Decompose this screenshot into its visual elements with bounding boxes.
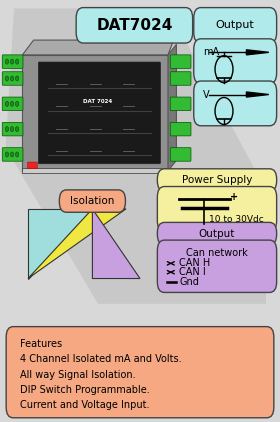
FancyBboxPatch shape — [2, 72, 23, 85]
FancyBboxPatch shape — [2, 55, 23, 68]
FancyBboxPatch shape — [170, 148, 191, 161]
Circle shape — [10, 127, 14, 132]
FancyBboxPatch shape — [22, 168, 168, 173]
Circle shape — [10, 59, 14, 64]
Polygon shape — [246, 92, 269, 97]
Circle shape — [10, 152, 14, 157]
Circle shape — [10, 101, 14, 106]
Circle shape — [15, 127, 19, 132]
FancyBboxPatch shape — [194, 39, 277, 84]
FancyBboxPatch shape — [6, 327, 274, 418]
Text: 10 to 30Vdc: 10 to 30Vdc — [209, 215, 263, 224]
Polygon shape — [22, 55, 168, 171]
FancyBboxPatch shape — [157, 240, 277, 292]
FancyBboxPatch shape — [76, 8, 193, 43]
FancyBboxPatch shape — [194, 8, 277, 43]
FancyBboxPatch shape — [2, 122, 23, 136]
Text: Gnd: Gnd — [179, 277, 199, 287]
FancyBboxPatch shape — [38, 62, 160, 164]
Text: CAN H: CAN H — [179, 258, 211, 268]
Circle shape — [5, 59, 9, 64]
Circle shape — [5, 101, 9, 106]
Polygon shape — [92, 209, 140, 279]
Circle shape — [5, 127, 9, 132]
FancyBboxPatch shape — [2, 148, 23, 161]
Polygon shape — [246, 50, 269, 55]
Text: Power Supply: Power Supply — [182, 175, 252, 185]
Text: CAN I: CAN I — [179, 267, 206, 277]
FancyBboxPatch shape — [194, 81, 277, 126]
Text: DAT 7024: DAT 7024 — [83, 99, 113, 104]
Text: mA: mA — [203, 47, 219, 57]
Polygon shape — [28, 209, 126, 279]
Circle shape — [5, 76, 9, 81]
Polygon shape — [6, 8, 266, 304]
Circle shape — [15, 59, 19, 64]
Text: DAT7024: DAT7024 — [96, 18, 172, 33]
FancyBboxPatch shape — [157, 187, 277, 231]
FancyBboxPatch shape — [170, 122, 191, 136]
Circle shape — [5, 152, 9, 157]
FancyBboxPatch shape — [170, 55, 191, 68]
Text: +: + — [230, 192, 238, 202]
Text: Can network: Can network — [186, 248, 248, 258]
Text: Output: Output — [216, 20, 255, 30]
Polygon shape — [28, 209, 92, 279]
Text: V: V — [203, 89, 210, 100]
Text: Output: Output — [199, 229, 235, 238]
Circle shape — [10, 76, 14, 81]
Polygon shape — [22, 40, 174, 55]
FancyBboxPatch shape — [170, 72, 191, 85]
FancyBboxPatch shape — [170, 97, 191, 111]
FancyBboxPatch shape — [2, 97, 23, 111]
Circle shape — [15, 76, 19, 81]
FancyBboxPatch shape — [59, 190, 125, 212]
Polygon shape — [168, 44, 176, 171]
FancyBboxPatch shape — [157, 222, 277, 245]
Circle shape — [15, 152, 19, 157]
FancyBboxPatch shape — [28, 162, 37, 169]
Text: Isolation: Isolation — [70, 196, 115, 206]
FancyBboxPatch shape — [157, 169, 277, 191]
Circle shape — [15, 101, 19, 106]
Text: Features
4 Channel Isolated mA and Volts.
All way Signal Isolation.
DIP Switch P: Features 4 Channel Isolated mA and Volts… — [20, 339, 181, 410]
